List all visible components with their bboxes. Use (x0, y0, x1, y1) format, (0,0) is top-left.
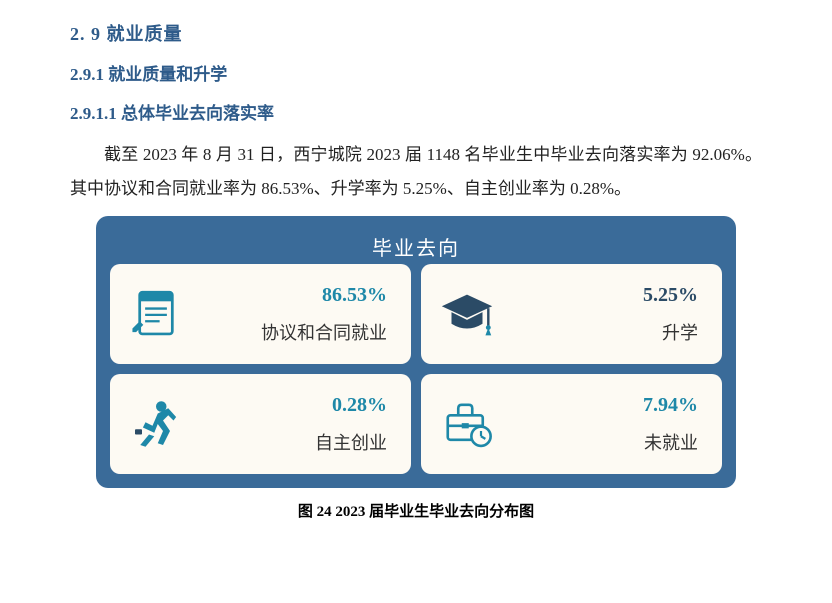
running-person-icon (124, 392, 188, 456)
briefcase-clock-icon (435, 392, 499, 456)
card-label: 协议和合同就业 (188, 319, 387, 345)
card-label: 自主创业 (188, 429, 387, 455)
section-heading-1: 2. 9 就业质量 (70, 20, 762, 46)
body-paragraph: 截至 2023 年 8 月 31 日，西宁城院 2023 届 1148 名毕业生… (70, 138, 762, 206)
figure-caption: 图 24 2023 届毕业生毕业去向分布图 (96, 500, 736, 521)
card-label: 未就业 (499, 429, 698, 455)
graduation-cap-icon (435, 282, 499, 346)
infographic-banner: 毕业去向 (332, 228, 500, 265)
infographic-panel: 毕业去向 86.53% 协议和合同就业 (96, 216, 736, 488)
card-text: 0.28% 自主创业 (188, 394, 387, 455)
card-percentage: 5.25% (499, 284, 698, 307)
card-percentage: 0.28% (188, 394, 387, 417)
card-text: 7.94% 未就业 (499, 394, 698, 455)
infographic-container: 毕业去向 86.53% 协议和合同就业 (96, 216, 736, 521)
card-text: 86.53% 协议和合同就业 (188, 284, 387, 345)
section-heading-2: 2.9.1 就业质量和升学 (70, 60, 762, 85)
infographic-cards: 86.53% 协议和合同就业 5.25% 升学 (110, 264, 722, 474)
card-entrepreneurship: 0.28% 自主创业 (110, 374, 411, 474)
card-label: 升学 (499, 319, 698, 345)
card-percentage: 86.53% (188, 284, 387, 307)
document-icon (124, 282, 188, 346)
card-percentage: 7.94% (499, 394, 698, 417)
card-employment: 86.53% 协议和合同就业 (110, 264, 411, 364)
card-unemployed: 7.94% 未就业 (421, 374, 722, 474)
card-text: 5.25% 升学 (499, 284, 698, 345)
card-further-study: 5.25% 升学 (421, 264, 722, 364)
section-heading-3: 2.9.1.1 总体毕业去向落实率 (70, 99, 762, 124)
